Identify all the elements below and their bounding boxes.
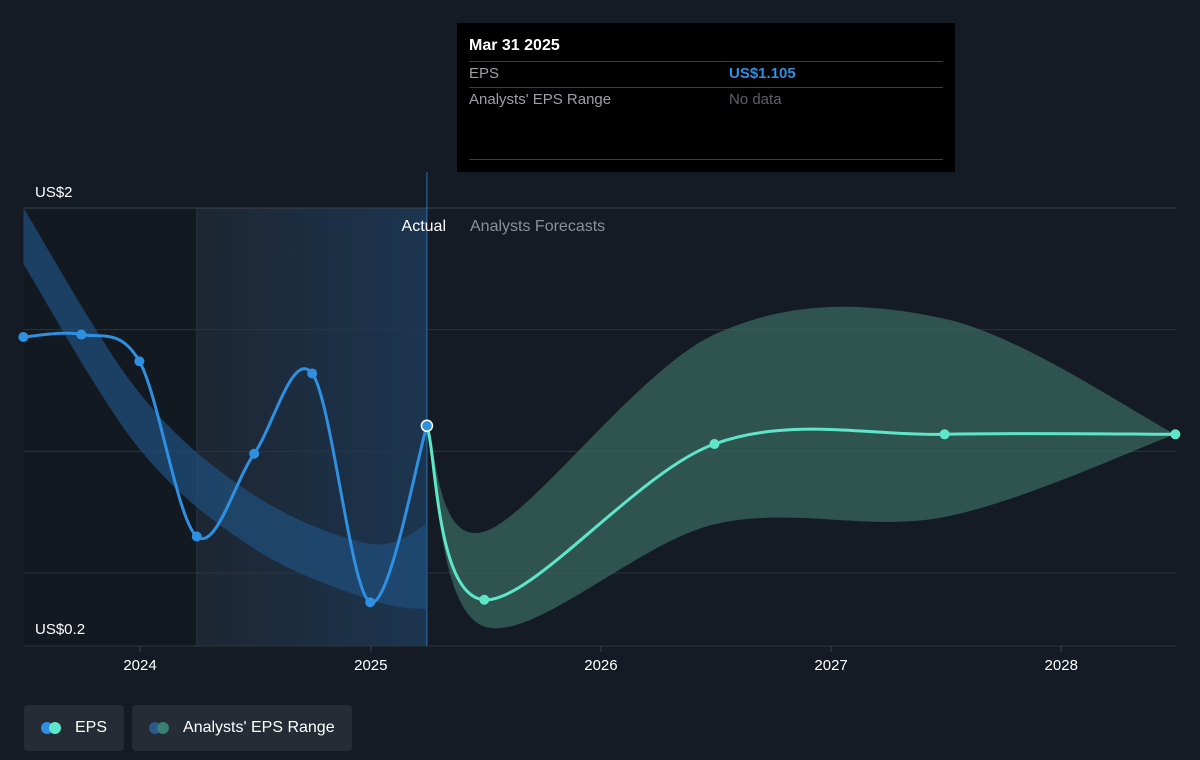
x-tick-label: 2026 [584,657,617,674]
legend-range-label: Analysts' EPS Range [183,719,335,736]
tooltip-divider [469,159,943,160]
tooltip-range-label: Analysts' EPS Range [469,91,612,108]
range-band-past [23,208,427,610]
legend: EPS Analysts' EPS Range [24,705,352,751]
eps-point [479,594,490,605]
tooltip-row-range: Analysts' EPS Range No data [469,87,943,113]
x-tick-label: 2025 [354,657,387,674]
eps-point [134,356,145,367]
forecast-label: Analysts Forecasts [470,218,605,235]
eps-point [939,429,950,440]
eps-point [191,531,202,542]
eps-points [18,329,1181,608]
hover-tooltip: Mar 31 2025 EPS US$1.105 Analysts' EPS R… [457,23,955,172]
range-band-forecast [426,306,1176,629]
eps-point [18,331,29,342]
range-legend-icon [149,722,173,734]
x-tick-label: 2027 [814,657,847,674]
eps-point [1170,429,1181,440]
x-tick-label: 2028 [1045,657,1078,674]
y-axis-bottom-label: US$0.2 [35,621,85,638]
eps-point [365,597,376,608]
range-bands [23,208,1176,629]
x-axis: 2024 2025 2026 2027 2028 [123,646,1078,674]
legend-eps-range[interactable]: Analysts' EPS Range [132,705,352,751]
eps-point [76,329,87,340]
y-axis-top-label: US$2 [35,184,73,201]
legend-eps[interactable]: EPS [24,705,125,751]
eps-point [307,368,318,379]
legend-eps-label: EPS [75,719,108,736]
tooltip-eps-value: US$1.105 [729,65,796,82]
tooltip-range-value: No data [729,91,782,108]
eps-point [709,439,720,450]
eps-point [249,448,260,459]
tooltip-row-eps: EPS US$1.105 [469,61,943,87]
eps-point-selected [420,419,434,433]
eps-legend-icon [41,722,65,734]
x-tick-label: 2024 [123,657,156,674]
eps-chart: 2024 2025 2026 2027 2028 US$2 US$0.2 Actual … [18,172,1181,674]
actual-label: Actual [402,218,446,235]
tooltip-date: Mar 31 2025 [469,37,560,54]
tooltip-eps-label: EPS [469,65,500,82]
